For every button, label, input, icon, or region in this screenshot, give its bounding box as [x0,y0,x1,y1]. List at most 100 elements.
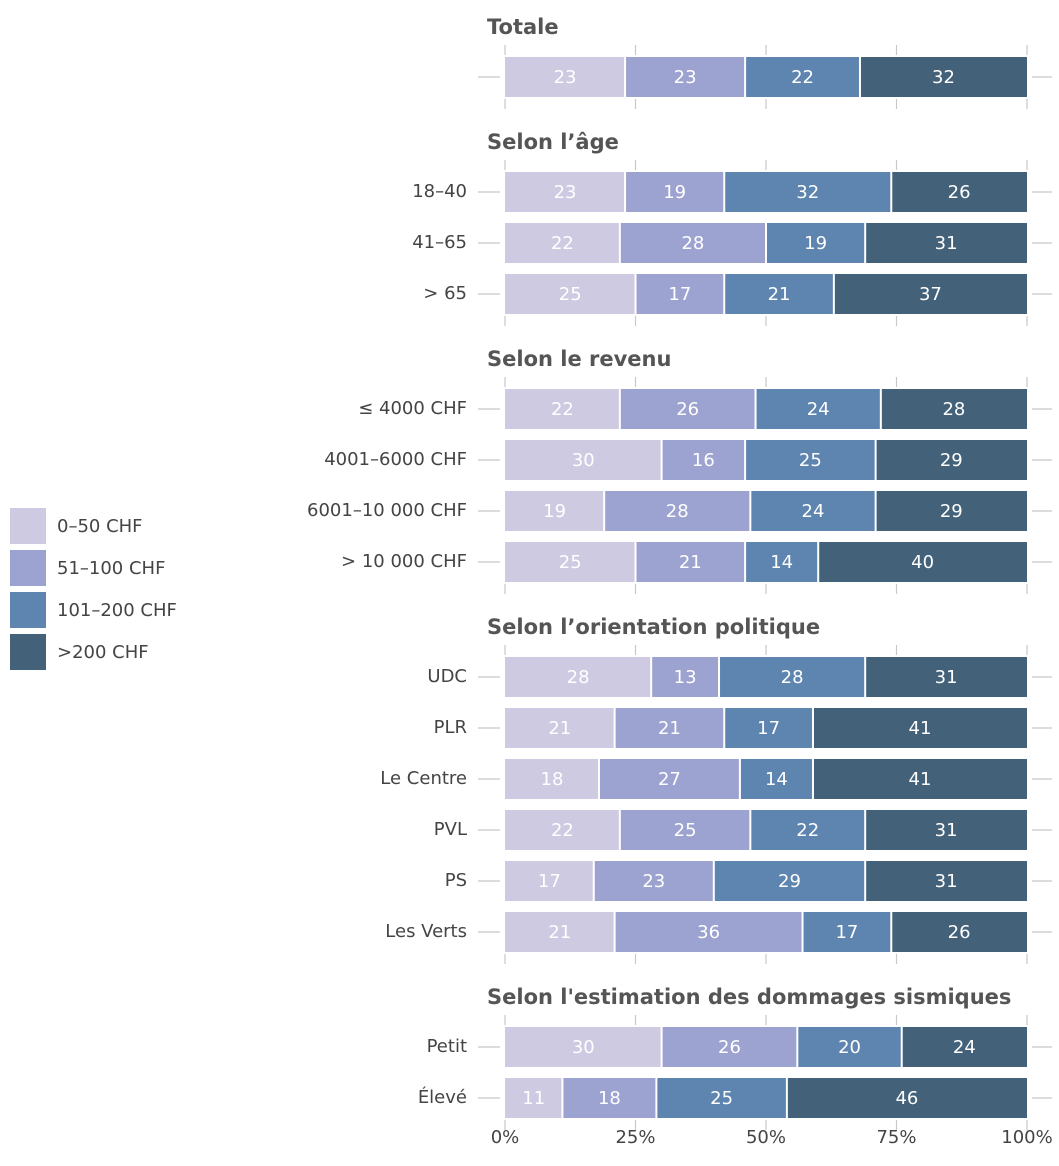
bar-segment [746,542,818,582]
segment-label: 25 [710,1088,733,1109]
category-label: PS [445,870,467,891]
bar-segment [505,861,593,901]
category-label: > 65 [423,283,467,304]
bar-segment [834,274,1027,314]
bar-segment [866,861,1027,901]
bar-segment [813,708,1027,748]
segment-label: 25 [674,820,697,841]
bar-segment [881,389,1027,429]
bar-segment [505,440,661,480]
bar-segment [746,440,875,480]
segment-label: 24 [807,399,830,420]
bar-segment [505,657,651,697]
bar-segment [626,57,745,97]
bar-segment [819,542,1027,582]
category-label: PVL [434,819,467,840]
category-label: Le Centre [380,768,467,789]
segment-label: 17 [668,284,691,305]
bar-segment [746,57,859,97]
bar-segment [803,912,891,952]
x-tick-label: 0% [491,1127,520,1148]
bar-segment [615,708,724,748]
category-label: 18–40 [412,181,467,202]
segment-label: 17 [757,718,780,739]
segment-label: 28 [781,667,804,688]
segment-label: 21 [658,718,681,739]
category-label: UDC [427,666,467,687]
segment-label: 28 [567,667,590,688]
segment-label: 41 [909,769,932,790]
bar-segment [505,708,614,748]
bar-segment [892,912,1027,952]
bar-segment [505,223,619,263]
bar-segment [725,708,812,748]
bar-segment [620,389,755,429]
segment-label: 24 [802,501,825,522]
bar-segment [652,657,719,697]
segment-label: 31 [935,871,958,892]
segment-label: 22 [551,233,574,254]
bar-segment [657,1078,786,1118]
category-label: PLR [434,717,467,738]
segment-label: 23 [674,67,697,88]
bar-segment [563,1078,656,1118]
bar-segment [860,57,1027,97]
segment-label: 22 [551,820,574,841]
bar-segment [505,810,619,850]
bar-segment [636,274,724,314]
segment-label: 13 [674,667,697,688]
segment-label: 37 [919,284,942,305]
legend-swatch [10,592,46,628]
segment-label: 26 [718,1037,741,1058]
segment-label: 32 [796,182,819,203]
segment-label: 28 [681,233,704,254]
bar-segment [798,1027,901,1067]
segment-label: 40 [911,552,934,573]
bar-segment [876,491,1027,531]
bar-segment [505,172,625,212]
segment-label: 17 [835,922,858,943]
segment-label: 19 [543,501,566,522]
segment-label: 30 [572,1037,595,1058]
segment-label: 19 [663,182,686,203]
segment-label: 22 [551,399,574,420]
bar-segment [620,810,750,850]
segment-label: 27 [658,769,681,790]
bar-segment [605,491,750,531]
segment-label: 18 [541,769,564,790]
segment-label: 14 [770,552,793,573]
segment-label: 29 [940,501,963,522]
bar-segment [813,759,1027,799]
bar-segment [720,657,865,697]
legend-label: 51–100 CHF [57,558,165,579]
category-label: ≤ 4000 CHF [358,398,467,419]
segment-label: 19 [804,233,827,254]
segment-label: 21 [548,922,571,943]
legend-swatch [10,550,46,586]
legend-label: 101–200 CHF [57,600,177,621]
bar-segment [662,440,745,480]
bar-segment [787,1078,1027,1118]
segment-label: 21 [548,718,571,739]
segment-label: 26 [948,922,971,943]
segment-label: 31 [935,233,958,254]
group-title: Selon l'estimation des dommages sismique… [487,985,1011,1009]
segment-label: 17 [538,871,561,892]
bar-segment [767,223,865,263]
bar-segment [751,810,865,850]
bar-segment [505,759,598,799]
bar-segment [714,861,865,901]
bar-segment [876,440,1027,480]
bar-segment [866,657,1027,697]
legend-swatch [10,508,46,544]
segment-label: 21 [768,284,791,305]
legend-label: >200 CHF [57,642,149,663]
segment-label: 28 [666,501,689,522]
x-tick-label: 25% [615,1127,655,1148]
category-label: Les Verts [385,921,467,942]
bar-segment [866,810,1027,850]
bar-segment [505,1078,562,1118]
x-tick-label: 100% [1001,1127,1052,1148]
legend-swatch [10,634,46,670]
